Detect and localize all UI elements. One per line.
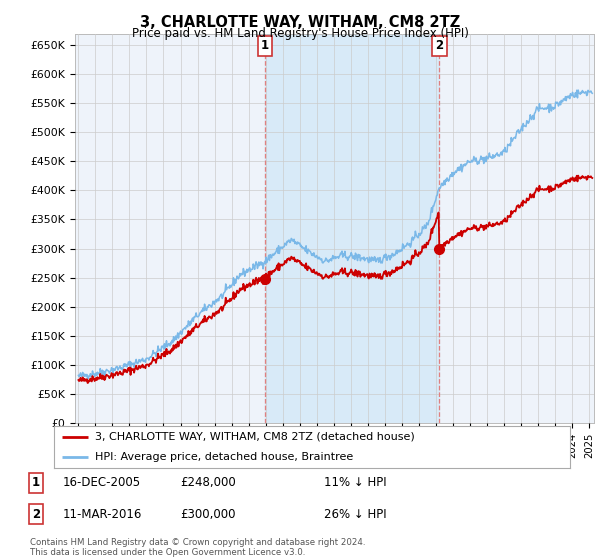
Text: Contains HM Land Registry data © Crown copyright and database right 2024.
This d: Contains HM Land Registry data © Crown c… xyxy=(30,538,365,557)
Text: 11-MAR-2016: 11-MAR-2016 xyxy=(63,507,142,521)
Text: £248,000: £248,000 xyxy=(180,476,236,489)
Text: 3, CHARLOTTE WAY, WITHAM, CM8 2TZ: 3, CHARLOTTE WAY, WITHAM, CM8 2TZ xyxy=(140,15,460,30)
Text: HPI: Average price, detached house, Braintree: HPI: Average price, detached house, Brai… xyxy=(95,452,353,462)
Bar xyxy=(265,34,439,423)
Text: 3, CHARLOTTE WAY, WITHAM, CM8 2TZ (detached house): 3, CHARLOTTE WAY, WITHAM, CM8 2TZ (detac… xyxy=(95,432,415,442)
Text: 16-DEC-2005: 16-DEC-2005 xyxy=(63,476,141,489)
Text: 1: 1 xyxy=(261,39,269,53)
Text: 11% ↓ HPI: 11% ↓ HPI xyxy=(324,476,386,489)
Text: Price paid vs. HM Land Registry's House Price Index (HPI): Price paid vs. HM Land Registry's House … xyxy=(131,27,469,40)
Text: £300,000: £300,000 xyxy=(180,507,235,521)
Text: 2: 2 xyxy=(32,507,40,521)
Text: 2: 2 xyxy=(435,39,443,53)
Text: 26% ↓ HPI: 26% ↓ HPI xyxy=(324,507,386,521)
Text: 1: 1 xyxy=(32,476,40,489)
